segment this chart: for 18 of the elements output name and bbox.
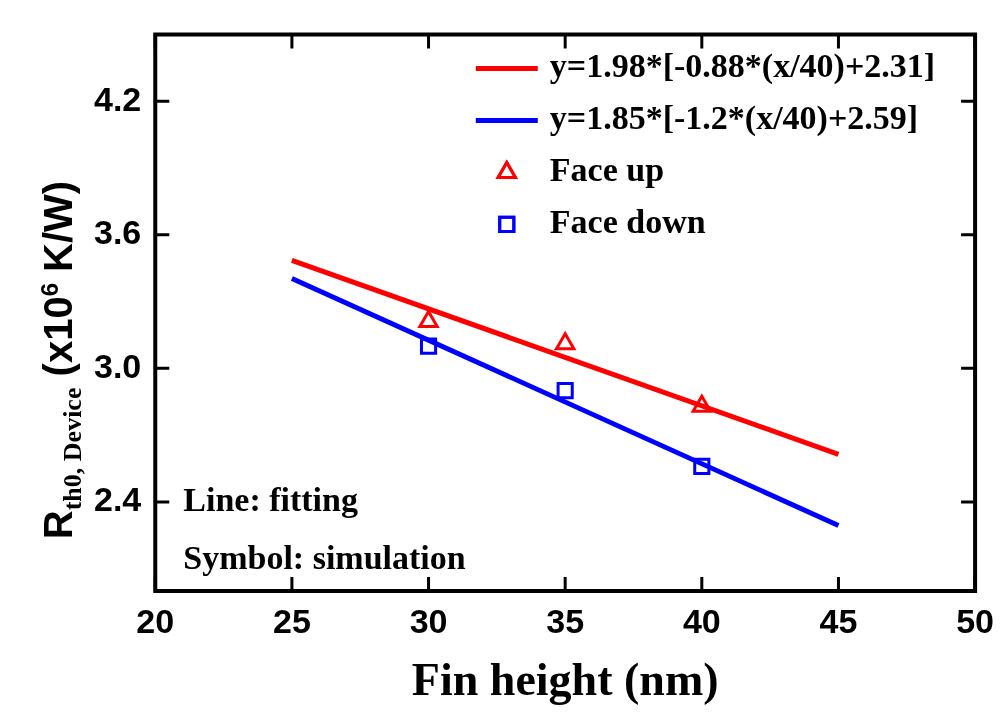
annotation: Line: fitting bbox=[183, 481, 358, 518]
x-tick-label: 25 bbox=[272, 601, 311, 640]
x-tick-label: 20 bbox=[136, 601, 175, 640]
y-tick-label: 3.0 bbox=[94, 346, 142, 385]
y-tick-label: 2.4 bbox=[94, 480, 142, 519]
y-tick-label: 3.6 bbox=[94, 213, 142, 252]
x-tick-label: 45 bbox=[819, 601, 858, 640]
legend-label: y=1.85*[-1.2*(x/40)+2.59] bbox=[549, 99, 919, 138]
annotation: Symbol: simulation bbox=[183, 539, 466, 576]
x-tick-label: 50 bbox=[956, 601, 994, 640]
x-tick-label: 40 bbox=[682, 601, 721, 640]
x-tick-label: 30 bbox=[409, 601, 448, 640]
legend-label: Face up bbox=[549, 151, 665, 189]
x-tick-label: 35 bbox=[546, 601, 585, 640]
legend-label: y=1.98*[-0.88*(x/40)+2.31] bbox=[549, 47, 936, 86]
legend-label: Face down bbox=[549, 203, 706, 241]
x-axis-title: Fin height (nm) bbox=[411, 654, 719, 706]
y-tick-label: 4.2 bbox=[94, 79, 142, 118]
